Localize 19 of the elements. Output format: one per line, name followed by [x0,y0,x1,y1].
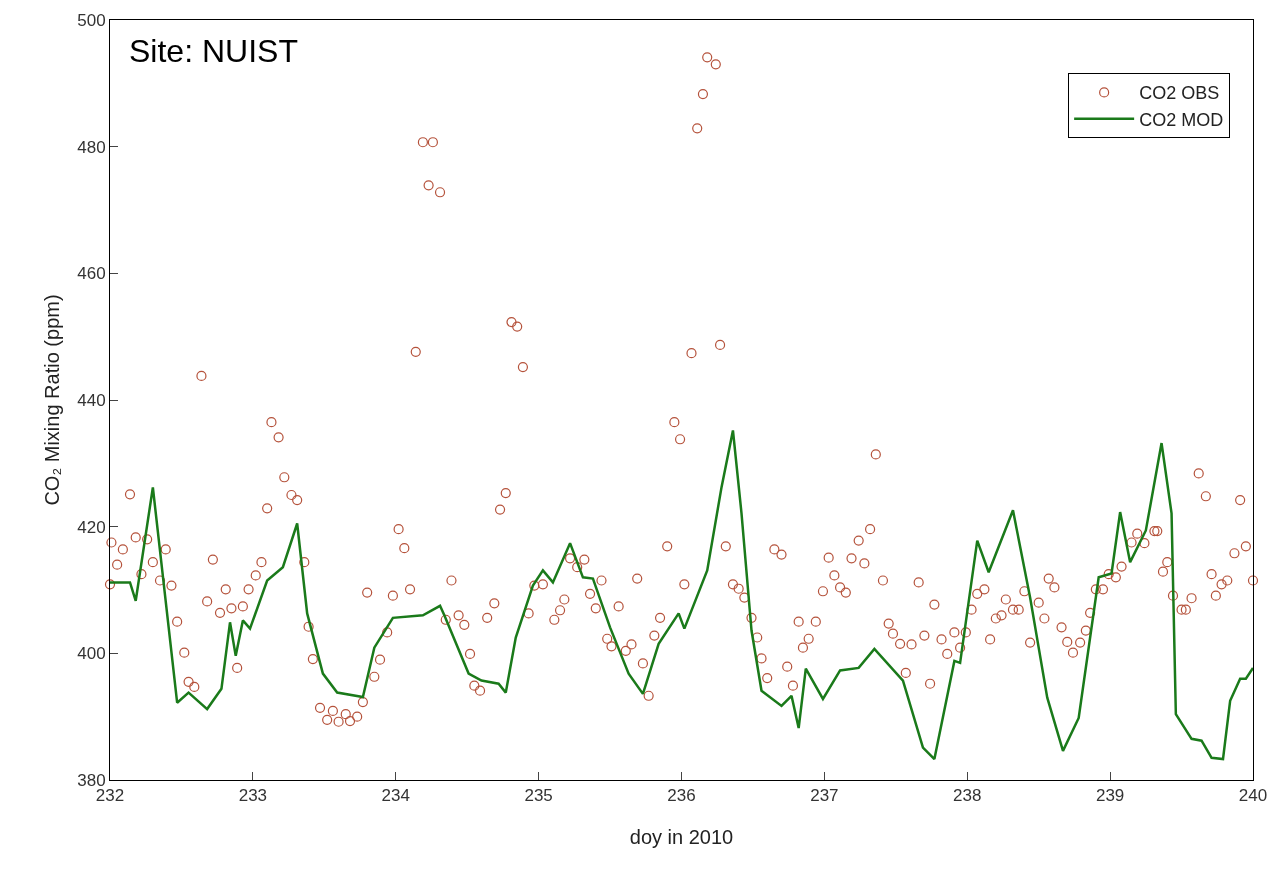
y-tick-label: 500 [77,10,106,30]
x-tick-label: 233 [238,786,268,806]
x-tick-label: 235 [524,786,553,806]
x-tick-label: 234 [381,786,410,806]
x-axis-title: doy in 2010 [629,825,734,848]
x-tick-label: 240 [1238,786,1268,806]
y-tick-label: 460 [77,264,106,284]
y-tick-label: 480 [77,137,106,157]
y-tick-label: 400 [77,644,106,664]
legend-label: CO2 MOD [1139,109,1224,130]
y-axis-title: CO₂ Mixing Ratio (ppm) [40,294,63,506]
x-tick-label: 239 [1095,786,1125,806]
x-tick-label: 238 [953,786,982,806]
y-tick-label: 440 [77,390,106,410]
x-tick-label: 236 [667,786,696,806]
y-tick-label: 420 [77,517,106,537]
x-tick-label: 237 [810,786,839,806]
annotation: Site: NUIST [129,33,298,69]
legend-label: CO2 OBS [1139,83,1220,104]
